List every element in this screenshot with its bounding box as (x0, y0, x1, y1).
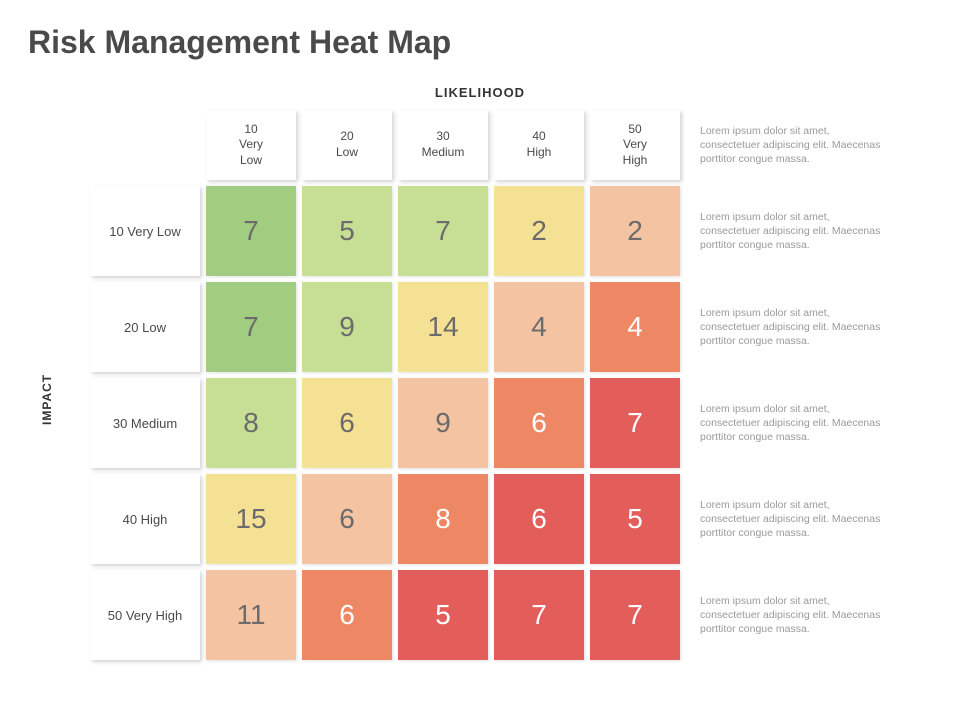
annotation: Lorem ipsum dolor sit amet, consectetuer… (686, 186, 886, 276)
heatmap-cell: 4 (590, 282, 680, 372)
heatmap-container: IMPACT LIKELIHOOD 10 Very Low20 Low30 Me… (90, 85, 940, 660)
col-header: 30 Medium (398, 110, 488, 180)
heatmap-cell: 8 (398, 474, 488, 564)
heatmap-cell: 6 (494, 378, 584, 468)
row-header: 20 Low (90, 282, 200, 372)
row-header: 10 Very Low (90, 186, 200, 276)
heatmap-cell: 6 (302, 378, 392, 468)
heatmap-cell: 6 (494, 474, 584, 564)
x-axis-title: LIKELIHOOD (200, 85, 760, 100)
heatmap-cell: 9 (398, 378, 488, 468)
grid-corner (90, 110, 200, 180)
row-header: 40 High (90, 474, 200, 564)
heatmap-cell: 7 (590, 378, 680, 468)
heatmap-cell: 9 (302, 282, 392, 372)
heatmap-cell: 7 (398, 186, 488, 276)
col-header: 20 Low (302, 110, 392, 180)
heatmap-grid: 10 Very Low20 Low30 Medium40 High50 Very… (90, 110, 940, 660)
heatmap-cell: 2 (494, 186, 584, 276)
row-header: 30 Medium (90, 378, 200, 468)
heatmap-cell: 4 (494, 282, 584, 372)
heatmap-cell: 7 (206, 186, 296, 276)
heatmap-cell: 6 (302, 570, 392, 660)
col-header: 40 High (494, 110, 584, 180)
annotation: Lorem ipsum dolor sit amet, consectetuer… (686, 378, 886, 468)
heatmap-cell: 15 (206, 474, 296, 564)
annotation: Lorem ipsum dolor sit amet, consectetuer… (686, 282, 886, 372)
y-axis-title: IMPACT (40, 374, 54, 425)
heatmap-cell: 6 (302, 474, 392, 564)
heatmap-cell: 2 (590, 186, 680, 276)
row-header: 50 Very High (90, 570, 200, 660)
heatmap-cell: 5 (398, 570, 488, 660)
heatmap-cell: 8 (206, 378, 296, 468)
annotation: Lorem ipsum dolor sit amet, consectetuer… (686, 570, 886, 660)
col-header: 10 Very Low (206, 110, 296, 180)
page-title: Risk Management Heat Map (28, 24, 940, 61)
annotation: Lorem ipsum dolor sit amet, consectetuer… (686, 110, 886, 180)
heatmap-cell: 11 (206, 570, 296, 660)
annotation: Lorem ipsum dolor sit amet, consectetuer… (686, 474, 886, 564)
heatmap-cell: 5 (590, 474, 680, 564)
heatmap-cell: 5 (302, 186, 392, 276)
heatmap-cell: 7 (206, 282, 296, 372)
col-header: 50 Very High (590, 110, 680, 180)
heatmap-cell: 7 (590, 570, 680, 660)
heatmap-cell: 14 (398, 282, 488, 372)
heatmap-cell: 7 (494, 570, 584, 660)
